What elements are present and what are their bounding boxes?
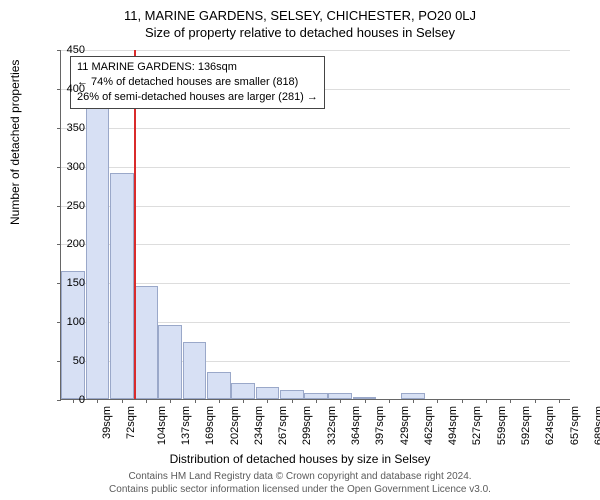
y-tick-label: 400: [55, 83, 85, 95]
x-tick-mark: [122, 399, 123, 403]
chart-area: 11 MARINE GARDENS: 136sqm ← 74% of detac…: [60, 50, 570, 400]
y-tick-label: 250: [55, 200, 85, 212]
copyright-notice: Contains HM Land Registry data © Crown c…: [0, 470, 600, 496]
y-tick-label: 200: [55, 238, 85, 250]
y-tick-label: 350: [55, 122, 85, 134]
x-tick-mark: [316, 399, 317, 403]
chart-title-description: Size of property relative to detached ho…: [0, 23, 600, 40]
x-axis-label: Distribution of detached houses by size …: [0, 452, 600, 466]
y-tick-label: 100: [55, 316, 85, 328]
x-tick-label: 689sqm: [593, 406, 600, 445]
gridline: [61, 128, 570, 129]
x-tick-mark: [267, 399, 268, 403]
x-tick-label: 72sqm: [125, 406, 137, 439]
x-tick-label: 559sqm: [496, 406, 508, 445]
x-tick-mark: [243, 399, 244, 403]
histogram-bar: [110, 173, 134, 399]
y-tick-label: 50: [55, 355, 85, 367]
x-tick-mark: [535, 399, 536, 403]
x-tick-label: 494sqm: [447, 406, 459, 445]
x-tick-label: 169sqm: [204, 406, 216, 445]
x-tick-label: 267sqm: [277, 406, 289, 445]
gridline: [61, 244, 570, 245]
x-tick-mark: [413, 399, 414, 403]
histogram-bar: [86, 107, 110, 399]
x-tick-mark: [146, 399, 147, 403]
x-tick-label: 397sqm: [374, 406, 386, 445]
x-tick-label: 624sqm: [544, 406, 556, 445]
chart-title-address: 11, MARINE GARDENS, SELSEY, CHICHESTER, …: [0, 0, 600, 23]
x-tick-mark: [510, 399, 511, 403]
y-tick-label: 300: [55, 161, 85, 173]
histogram-bar: [158, 325, 182, 399]
histogram-bar: [61, 271, 85, 399]
x-tick-mark: [437, 399, 438, 403]
copyright-line-1: Contains HM Land Registry data © Crown c…: [0, 470, 600, 483]
annotation-line-2: ← 74% of detached houses are smaller (81…: [77, 75, 318, 90]
x-tick-label: 657sqm: [569, 406, 581, 445]
x-tick-label: 39sqm: [101, 406, 113, 439]
x-tick-mark: [462, 399, 463, 403]
gridline: [61, 206, 570, 207]
annotation-box: 11 MARINE GARDENS: 136sqm ← 74% of detac…: [70, 56, 325, 109]
histogram-bar: [134, 286, 158, 399]
gridline: [61, 50, 570, 51]
x-tick-mark: [365, 399, 366, 403]
y-tick-label: 450: [55, 44, 85, 56]
x-tick-label: 234sqm: [253, 406, 265, 445]
gridline: [61, 167, 570, 168]
x-tick-label: 592sqm: [520, 406, 532, 445]
x-tick-mark: [219, 399, 220, 403]
histogram-bar: [207, 372, 231, 399]
x-tick-label: 462sqm: [423, 406, 435, 445]
x-tick-mark: [97, 399, 98, 403]
histogram-bar: [280, 390, 304, 399]
x-tick-label: 137sqm: [180, 406, 192, 445]
histogram-bar: [183, 342, 207, 399]
x-tick-label: 104sqm: [156, 406, 168, 445]
x-tick-label: 332sqm: [326, 406, 338, 445]
x-tick-mark: [170, 399, 171, 403]
x-tick-mark: [340, 399, 341, 403]
x-tick-mark: [389, 399, 390, 403]
x-tick-mark: [559, 399, 560, 403]
gridline: [61, 283, 570, 284]
x-tick-label: 527sqm: [472, 406, 484, 445]
y-axis-label: Number of detached properties: [8, 60, 22, 225]
histogram-bar: [231, 383, 255, 399]
annotation-line-3: 26% of semi-detached houses are larger (…: [77, 90, 318, 105]
y-tick-label: 0: [55, 394, 85, 406]
y-tick-label: 150: [55, 277, 85, 289]
x-tick-label: 202sqm: [229, 406, 241, 445]
x-tick-label: 364sqm: [350, 406, 362, 445]
x-tick-mark: [486, 399, 487, 403]
annotation-line-1: 11 MARINE GARDENS: 136sqm: [77, 60, 318, 75]
x-tick-label: 299sqm: [302, 406, 314, 445]
histogram-bar: [256, 387, 280, 399]
copyright-line-2: Contains public sector information licen…: [0, 483, 600, 496]
x-tick-mark: [195, 399, 196, 403]
x-tick-label: 429sqm: [399, 406, 411, 445]
x-tick-mark: [292, 399, 293, 403]
